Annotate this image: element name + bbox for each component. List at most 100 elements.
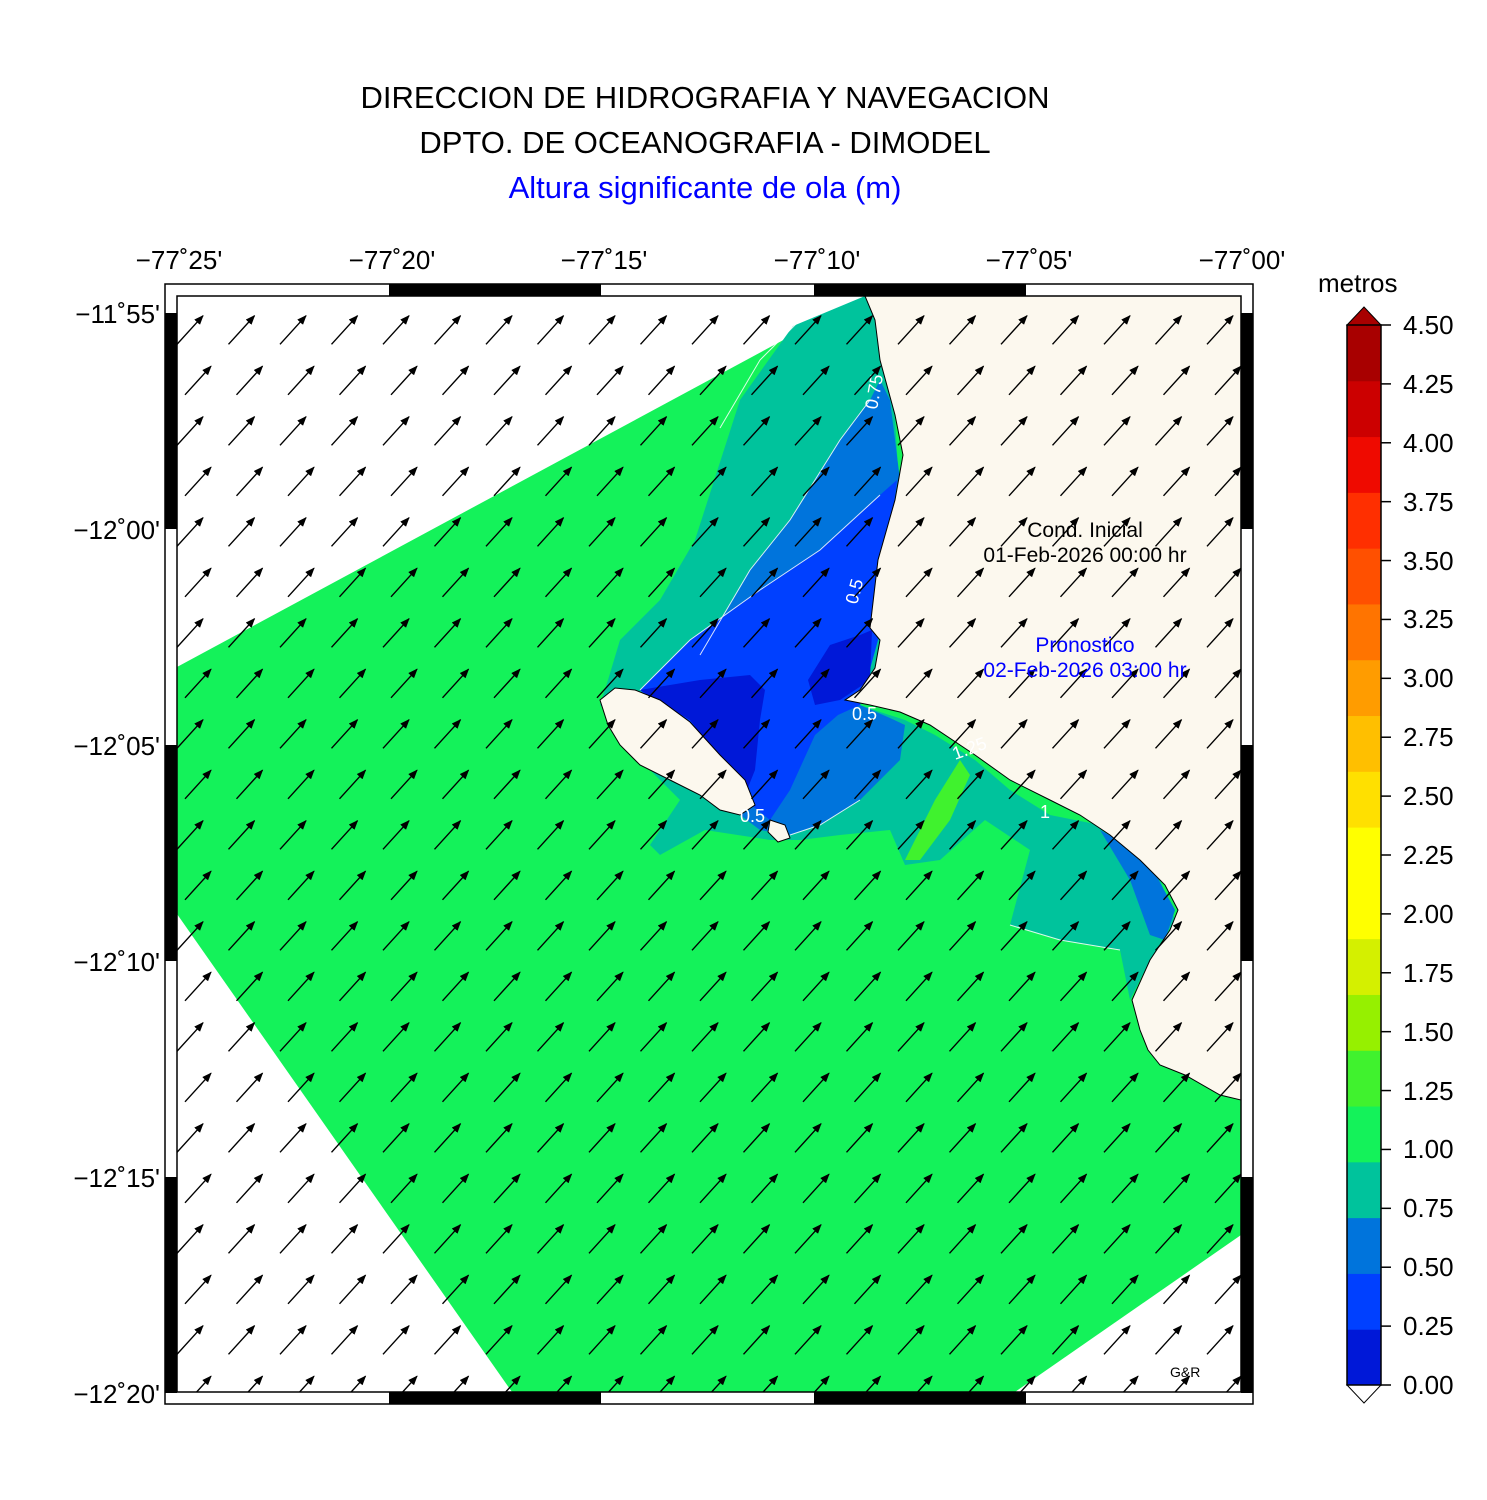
wave-arrow — [485, 920, 513, 951]
wave-arrow — [1000, 617, 1028, 648]
wave-arrow — [177, 920, 204, 951]
colorbar-swatch — [1347, 938, 1381, 995]
wave-arrow — [227, 415, 256, 446]
wave-arrow — [287, 870, 315, 901]
wave-arrow — [647, 870, 676, 901]
wave-arrow — [1214, 769, 1241, 800]
wave-arrow — [1206, 1324, 1234, 1355]
wave-arrow — [330, 1122, 359, 1153]
wave-arrow — [227, 516, 256, 547]
wave-arrow — [330, 920, 359, 951]
wave-arrow — [750, 1173, 779, 1204]
lat-label-2: −12˚00' — [73, 515, 160, 545]
wave-arrow — [596, 365, 624, 396]
wave-arrow — [1103, 718, 1131, 749]
wave-arrow — [647, 971, 676, 1002]
wave-arrow — [1111, 870, 1139, 901]
wave-arrow — [588, 920, 616, 951]
wave-arrow — [1000, 920, 1028, 951]
wave-arrow — [699, 466, 727, 497]
contour-fill-0.00-bay — [808, 630, 872, 705]
wave-arrow — [845, 415, 874, 446]
wave-arrow — [699, 1173, 727, 1204]
title-variable: Altura significante de ola (m) — [508, 170, 902, 205]
wave-arrow — [350, 1375, 367, 1392]
colorbar-tick-label: 1.75 — [1403, 957, 1454, 988]
colorbar-swatch — [1347, 492, 1381, 549]
land-point — [767, 819, 791, 843]
wave-arrow — [390, 769, 418, 800]
wave-arrow — [588, 314, 616, 345]
wave-arrow — [956, 1274, 985, 1305]
wave-arrow — [1154, 1324, 1183, 1355]
wave-arrow — [287, 668, 315, 699]
contour-fill-east-pocket — [1100, 830, 1175, 940]
wave-arrow — [1008, 1173, 1036, 1204]
wave-arrow — [544, 1173, 573, 1204]
wave-arrow — [639, 1122, 668, 1153]
wave-arrow — [184, 668, 212, 699]
wave-arrow — [330, 819, 359, 850]
title-institution: DIRECCION DE HIDROGRAFIA Y NAVEGACION — [360, 80, 1050, 115]
wave-arrow — [433, 819, 462, 850]
wave-arrow — [742, 1223, 771, 1254]
wave-arrow — [1051, 718, 1080, 749]
wave-arrow — [1214, 668, 1241, 699]
wave-arrow — [691, 1122, 719, 1153]
wave-arrow — [227, 1021, 256, 1052]
wave-arrow — [691, 314, 719, 345]
wave-arrow — [853, 466, 882, 497]
wave-arrow — [1154, 516, 1183, 547]
colorbar-swatch — [1347, 1161, 1381, 1219]
wave-arrow — [794, 920, 822, 951]
wave-arrow — [802, 365, 830, 396]
wave-arrow — [279, 819, 307, 850]
wave-arrow — [1214, 870, 1241, 901]
colorbar-swatch — [1347, 994, 1381, 1051]
wave-arrow — [588, 1223, 616, 1254]
wave-arrow — [441, 971, 470, 1002]
wave-arrow — [1059, 365, 1088, 396]
colorbar-tick-label: 0.00 — [1403, 1370, 1454, 1400]
wave-arrow — [1154, 1122, 1183, 1153]
wave-arrow — [1162, 1173, 1191, 1204]
wave-arrow — [1051, 1021, 1080, 1052]
wave-arrow — [485, 1223, 513, 1254]
wave-arrow — [588, 819, 616, 850]
wave-arrow — [897, 718, 925, 749]
wave-arrow — [1103, 314, 1131, 345]
colorbar-tick-label: 1.50 — [1403, 1016, 1454, 1047]
wave-arrow — [382, 314, 410, 345]
wave-arrow — [802, 870, 830, 901]
colorbar-tick-label: 3.25 — [1403, 604, 1454, 635]
wave-arrow — [742, 1021, 771, 1052]
wave-arrow — [647, 365, 676, 396]
wave-arrow — [742, 1324, 771, 1355]
wave-arrow — [691, 1021, 719, 1052]
wave-arrow — [382, 415, 410, 446]
colorbar-unit: metros — [1318, 268, 1398, 298]
lon-label-2: −77˚20' — [348, 245, 436, 275]
wave-arrow — [905, 466, 933, 497]
wave-arrow — [1000, 1021, 1028, 1052]
colorbar-tick-label: 1.00 — [1403, 1134, 1454, 1165]
wave-arrow — [1059, 466, 1088, 497]
wave-arrow — [1111, 466, 1139, 497]
wave-arrow — [544, 466, 573, 497]
wave-arrow — [544, 1274, 573, 1305]
wave-arrow — [588, 415, 616, 446]
wave-arrow — [536, 617, 565, 648]
wave-arrow — [794, 1122, 822, 1153]
wave-arrow — [184, 1274, 212, 1305]
wave-arrow — [639, 314, 668, 345]
wave-arrow — [485, 314, 513, 345]
wave-arrow — [905, 1173, 933, 1204]
wave-arrow — [441, 365, 470, 396]
wave-arrow — [1206, 314, 1234, 345]
wave-arrow — [390, 1274, 418, 1305]
wave-arrow — [433, 415, 462, 446]
wave-arrow — [956, 870, 985, 901]
wave-arrow — [1162, 668, 1191, 699]
wave-arrow — [691, 920, 719, 951]
wave-arrow — [1000, 314, 1028, 345]
